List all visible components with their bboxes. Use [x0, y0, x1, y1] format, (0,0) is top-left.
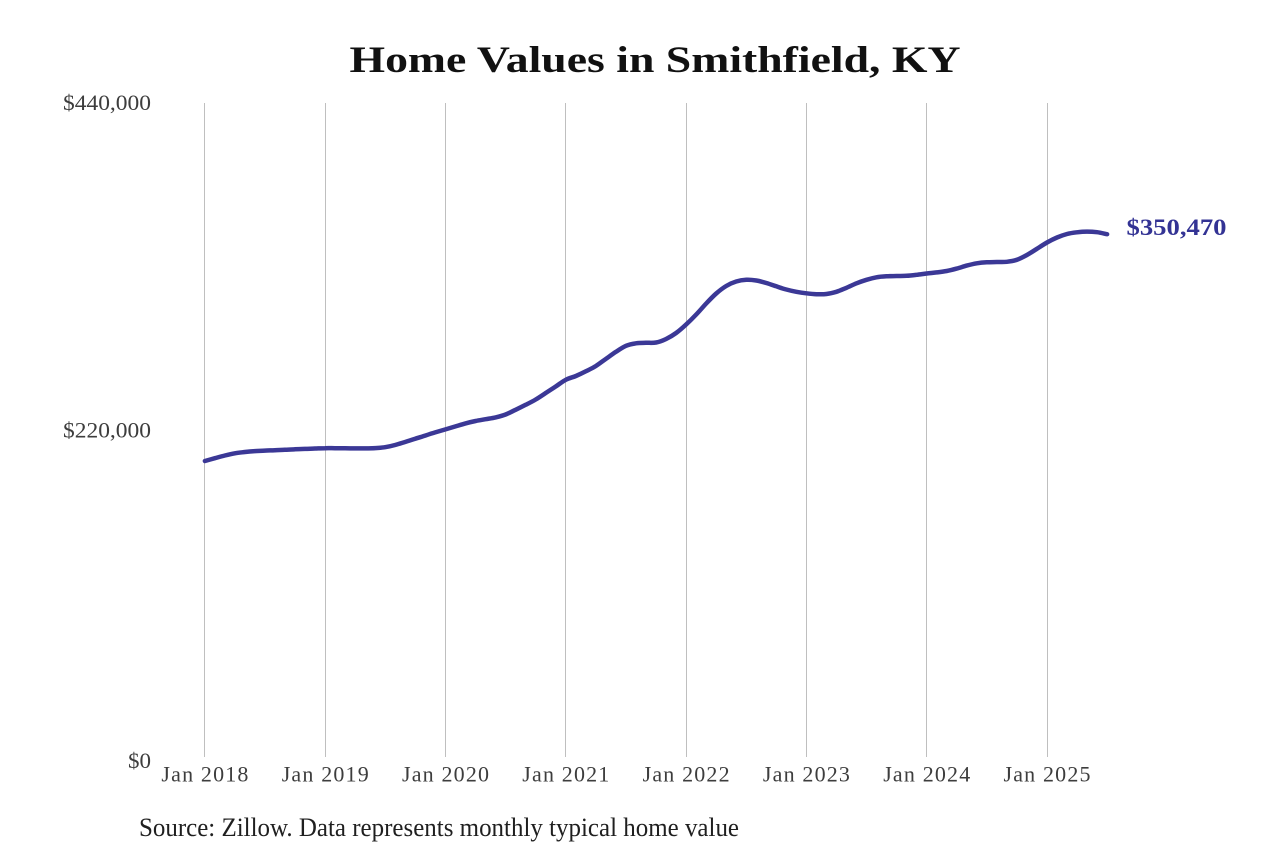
- svg-text:Jan 2021: Jan 2021: [522, 761, 609, 786]
- svg-text:Jan 2018: Jan 2018: [161, 761, 248, 786]
- svg-text:$440,000: $440,000: [63, 90, 151, 115]
- svg-text:$0: $0: [128, 748, 151, 773]
- svg-text:$220,000: $220,000: [63, 418, 151, 443]
- svg-text:Jan 2022: Jan 2022: [643, 761, 730, 786]
- svg-text:Jan 2020: Jan 2020: [402, 761, 489, 786]
- svg-text:Jan 2024: Jan 2024: [883, 761, 970, 786]
- svg-text:Source: Zillow. Data represent: Source: Zillow. Data represents monthly …: [139, 813, 739, 842]
- svg-text:$350,470: $350,470: [1127, 215, 1227, 240]
- svg-text:Jan 2025: Jan 2025: [1004, 761, 1091, 786]
- svg-text:Jan 2023: Jan 2023: [763, 761, 850, 786]
- svg-text:Home Values in Smithfield, KY: Home Values in Smithfield, KY: [350, 40, 961, 81]
- svg-text:Jan 2019: Jan 2019: [282, 761, 369, 786]
